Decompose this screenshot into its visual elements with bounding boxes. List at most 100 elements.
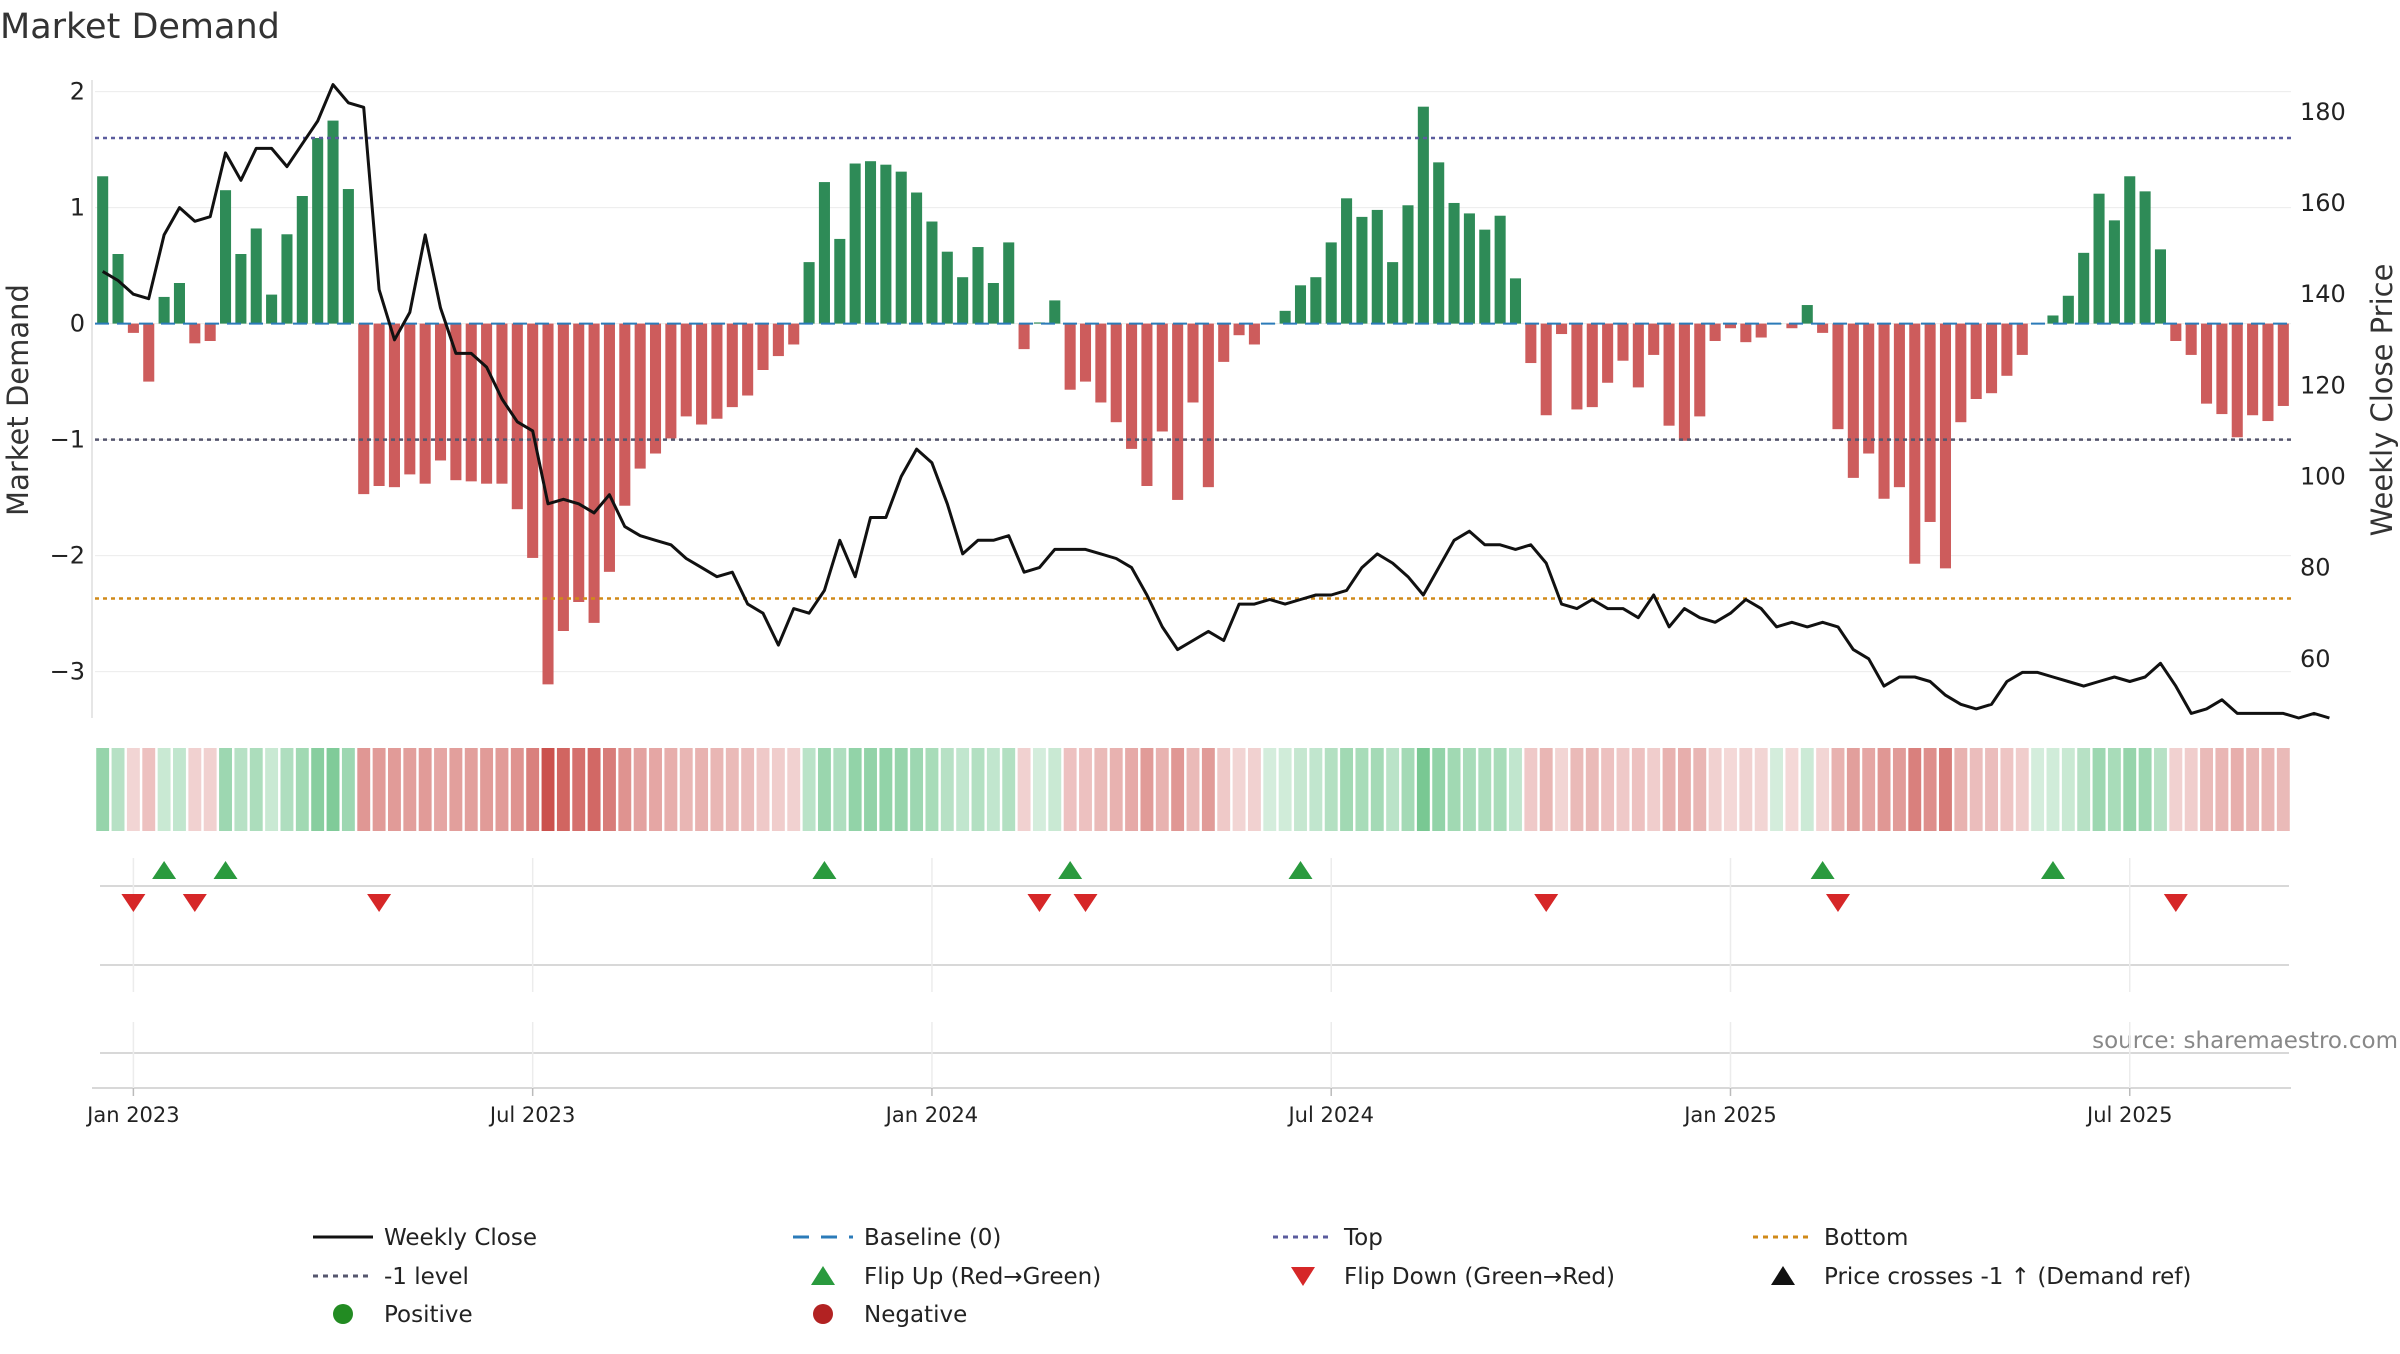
- demand-bar-negative: [1847, 323, 1859, 478]
- flip-down-marker: [121, 894, 146, 912]
- demand-bar-negative: [204, 323, 216, 341]
- demand-bar-negative: [649, 323, 662, 454]
- demand-bar-positive: [834, 238, 846, 324]
- y2-tick-label: 100: [2300, 462, 2346, 490]
- heat-cell-negative: [1662, 748, 1676, 831]
- demand-bar-positive: [972, 247, 984, 324]
- heat-cell-positive: [848, 748, 862, 831]
- demand-bar-negative: [1617, 323, 1629, 361]
- heat-cell-negative: [587, 748, 601, 831]
- heat-cell-negative: [1601, 748, 1615, 831]
- heat-cell-negative: [2184, 748, 2198, 831]
- demand-bar-negative: [1786, 323, 1798, 329]
- demand-bar-negative: [1602, 323, 1614, 383]
- heat-cell-negative: [2169, 748, 2183, 831]
- demand-bar-negative: [1248, 323, 1260, 345]
- demand-bar-negative: [1817, 323, 1829, 333]
- demand-bar-positive: [2078, 252, 2090, 324]
- demand-bar-negative: [404, 323, 416, 475]
- y2-axis-label: Weekly Close Price: [2365, 264, 2399, 537]
- flip-up-marker: [1810, 861, 1835, 879]
- demand-bar-positive: [926, 221, 938, 324]
- demand-bar-negative: [1525, 323, 1537, 364]
- demand-bar-positive: [327, 120, 339, 324]
- heat-cell-positive: [1493, 748, 1507, 831]
- demand-bar-positive: [296, 196, 308, 324]
- legend-swatch-triangle-up: [1771, 1266, 1795, 1285]
- demand-bar-positive: [1801, 305, 1813, 324]
- heat-cell-negative: [1785, 748, 1799, 831]
- heat-cell-positive: [2031, 748, 2045, 831]
- demand-bar-negative: [1141, 323, 1153, 486]
- demand-bar-negative: [1878, 323, 1890, 499]
- demand-bar-negative: [619, 323, 631, 506]
- heat-cell-positive: [1447, 748, 1461, 831]
- flip-up-marker: [213, 861, 238, 879]
- demand-bar-positive: [1463, 213, 1475, 324]
- heat-cell-positive: [2046, 748, 2060, 831]
- heat-cell-negative: [1232, 748, 1246, 831]
- demand-bar-positive: [2047, 315, 2059, 324]
- heat-cell-negative: [388, 748, 401, 831]
- demand-bar-negative: [696, 323, 708, 425]
- heat-cell-positive: [986, 748, 1000, 831]
- heat-cell-positive: [1462, 748, 1476, 831]
- y-tick-label: −3: [50, 658, 85, 686]
- heat-cell-negative: [1094, 748, 1108, 831]
- x-tick-label: Jan 2025: [1682, 1103, 1777, 1127]
- heat-cell-positive: [925, 748, 939, 831]
- demand-bar-negative: [189, 323, 201, 344]
- demand-bar-negative: [1909, 323, 1921, 564]
- demand-bar-negative: [573, 323, 585, 602]
- demand-bar-negative: [434, 323, 447, 461]
- heat-cell-negative: [2246, 748, 2260, 831]
- demand-bar-negative: [1970, 323, 1982, 399]
- demand-bar-positive: [281, 234, 293, 324]
- heat-cell-negative: [649, 748, 662, 831]
- heat-cell-negative: [2276, 748, 2290, 831]
- heat-cell-positive: [1032, 748, 1046, 831]
- legend-item: -1 level: [313, 1264, 469, 1290]
- demand-bar-negative: [1571, 323, 1583, 410]
- demand-bar-negative: [373, 323, 385, 486]
- heat-cell-negative: [1079, 748, 1092, 831]
- demand-bar-negative: [1110, 323, 1122, 423]
- demand-bar-negative: [1218, 323, 1230, 362]
- demand-bar-negative: [2185, 323, 2197, 355]
- y2-tick-label: 140: [2300, 280, 2346, 308]
- demand-bar-negative: [772, 323, 784, 357]
- y-tick-label: 2: [70, 78, 85, 106]
- heat-cell-positive: [234, 748, 248, 831]
- demand-bar-positive: [1371, 209, 1383, 324]
- heat-cell-negative: [1524, 748, 1538, 831]
- flip-up-marker: [2040, 861, 2065, 879]
- source-note: source: sharemaestro.com: [2092, 1028, 2398, 1054]
- heat-cell-negative: [1155, 748, 1169, 831]
- heat-cell-positive: [1324, 748, 1338, 831]
- heat-cell-positive: [1278, 748, 1292, 831]
- y2-tick-label: 80: [2300, 554, 2331, 582]
- heat-cell-positive: [1002, 748, 1016, 831]
- heat-cell-negative: [1724, 748, 1737, 831]
- heat-cell-negative: [1969, 748, 1983, 831]
- x-tick-label: Jul 2025: [2085, 1103, 2172, 1127]
- heat-cell-positive: [2123, 748, 2137, 831]
- heat-cell-negative: [449, 748, 463, 831]
- heat-cell-positive: [910, 748, 924, 831]
- demand-bar-positive: [2108, 220, 2120, 324]
- demand-bar-positive: [2093, 193, 2105, 324]
- legend-swatch-circle: [333, 1304, 353, 1324]
- legend-label: Top: [1343, 1225, 1383, 1251]
- heat-cell-negative: [464, 748, 478, 831]
- x-ticks: Jan 2023 Jul 2023 Jan 2024 Jul 2024 Jan 2025…: [85, 1088, 2172, 1127]
- legend-label: Bottom: [1824, 1225, 1908, 1251]
- demand-bar-positive: [312, 138, 324, 324]
- legend-label: Positive: [384, 1302, 473, 1328]
- heat-cell-positive: [879, 748, 893, 831]
- x-tick-label: Jul 2024: [1286, 1103, 1373, 1127]
- weekly-close-line: [101, 83, 2330, 720]
- reference-lines: [95, 136, 2291, 600]
- heat-cell-positive: [1294, 748, 1307, 831]
- y2-tick-label: 60: [2300, 645, 2331, 673]
